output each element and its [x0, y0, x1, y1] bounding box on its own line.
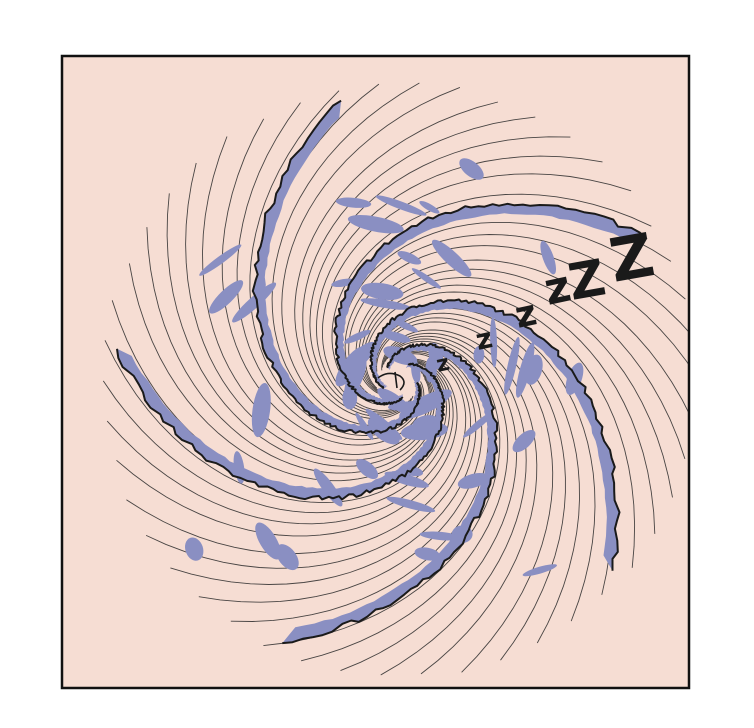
blue-smudge — [342, 386, 358, 410]
blue-smudge — [209, 280, 244, 314]
blue-smudge — [356, 458, 379, 480]
blue-smudge — [419, 200, 440, 214]
blue-smudge — [361, 282, 404, 301]
blue-smudge — [185, 537, 204, 561]
spiral-arm-edge — [333, 202, 648, 406]
swirl-line — [321, 173, 632, 412]
blue-smudge — [490, 317, 498, 368]
spiral-arm-edge — [251, 99, 422, 435]
blue-smudge — [397, 251, 422, 265]
blue-smudge — [512, 429, 536, 453]
blue-smudge — [386, 496, 436, 513]
blue-smudge — [360, 298, 411, 310]
blue-smudge — [275, 544, 299, 571]
blue-smudge — [419, 531, 462, 541]
swirl-line — [375, 317, 566, 661]
swirl-line — [365, 291, 636, 568]
blue-smudge — [344, 330, 371, 344]
swirl-line — [376, 321, 554, 673]
blue-smudge — [414, 547, 441, 561]
blue-smudge — [504, 337, 520, 395]
swirl-line — [309, 136, 571, 415]
blue-smudge — [375, 195, 427, 216]
blue-smudge — [335, 197, 372, 208]
spiral-arm-edge — [116, 348, 446, 501]
blue-smudge — [347, 215, 404, 234]
blue-smudge — [255, 522, 281, 560]
swirl-line — [316, 155, 603, 413]
swirl-line — [116, 358, 458, 537]
swirl-line — [145, 352, 471, 569]
blue-smudge — [382, 331, 411, 343]
blue-smudge — [540, 240, 556, 275]
blue-smudge — [199, 244, 242, 276]
swirl-line — [300, 338, 509, 662]
swirl-line — [360, 277, 673, 498]
swirl-line — [294, 101, 499, 419]
blue-smudge — [383, 346, 418, 366]
spiral-arm-edge — [369, 298, 621, 571]
swirl-line — [355, 259, 689, 415]
sleep-mark-2: z — [473, 321, 496, 357]
blue-smudge — [335, 346, 367, 387]
swirl-line — [170, 350, 477, 585]
blue-smudge — [473, 346, 485, 364]
spiral-vortex-icon — [377, 371, 405, 391]
blue-smudge — [251, 383, 271, 438]
blue-smudge — [522, 564, 558, 577]
swirl-line — [302, 116, 536, 417]
spiral-arm-band — [117, 348, 445, 500]
spiral-arms — [116, 99, 648, 645]
blue-smudge — [411, 268, 441, 289]
swirl-line — [166, 193, 434, 467]
blue-smudge — [431, 239, 472, 277]
swirl-line — [126, 353, 467, 554]
blue-smudge — [459, 158, 484, 180]
sleep-mark-1: z — [434, 351, 452, 378]
panel-border — [60, 54, 691, 690]
swirl-line — [363, 284, 656, 534]
blue-smudge — [524, 354, 543, 385]
spiral-arm-band — [370, 299, 620, 571]
swirl-line — [146, 227, 436, 474]
spiral-arm-edge — [282, 342, 499, 645]
blue-smudges — [185, 158, 584, 577]
